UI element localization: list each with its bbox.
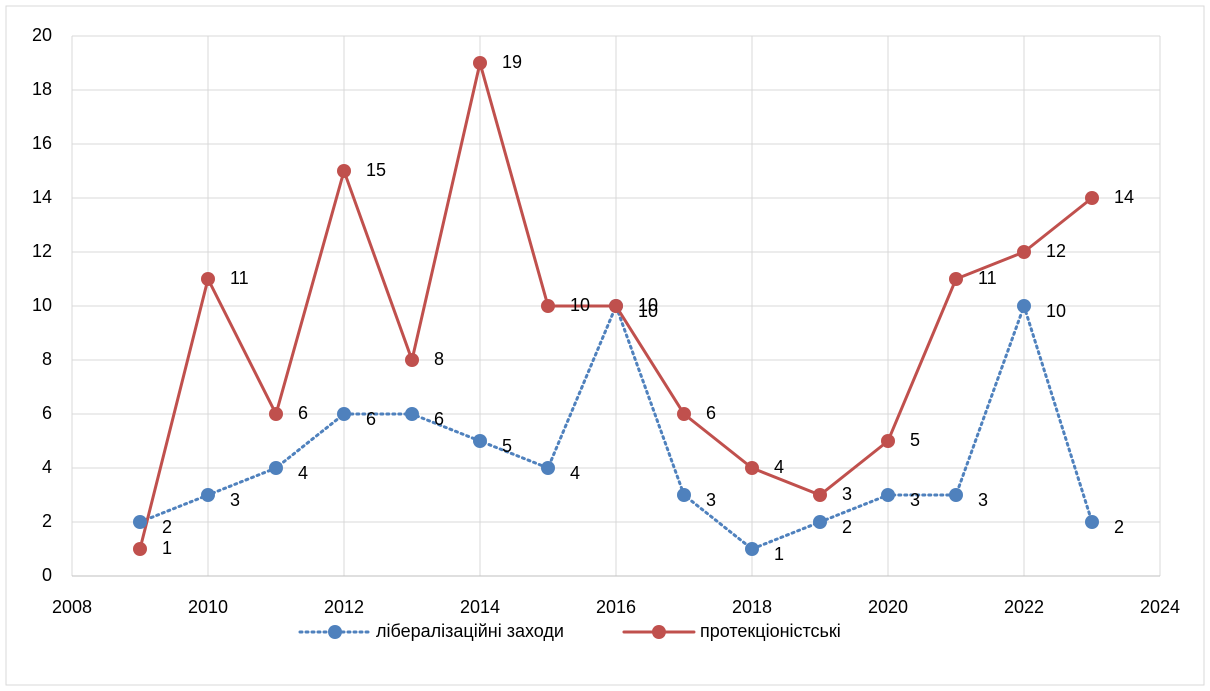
y-tick-label: 16 (32, 133, 52, 153)
data-label: 14 (1114, 187, 1134, 207)
y-tick-label: 8 (42, 349, 52, 369)
data-point (609, 299, 623, 313)
chart-border (5, 5, 1205, 686)
data-point (813, 488, 827, 502)
data-point (881, 488, 895, 502)
legend-marker (651, 625, 666, 639)
data-label: 6 (434, 409, 444, 429)
data-point (1085, 515, 1099, 529)
legend-item: протекціоністські (622, 621, 841, 641)
data-label: 4 (774, 457, 784, 477)
data-point (745, 461, 759, 475)
data-point (1085, 191, 1099, 205)
data-point (337, 407, 351, 421)
data-point (1017, 245, 1031, 259)
data-label: 6 (366, 409, 376, 429)
data-label: 10 (638, 295, 658, 315)
data-label: 15 (366, 160, 386, 180)
y-tick-label: 2 (42, 511, 52, 531)
data-label: 10 (638, 301, 658, 321)
legend-label: протекціоністські (700, 621, 841, 641)
x-tick-label: 2022 (1004, 597, 1044, 617)
data-point (949, 272, 963, 286)
data-point (473, 434, 487, 448)
data-point (745, 542, 759, 556)
data-label: 5 (910, 430, 920, 450)
data-label: 12 (1046, 241, 1066, 261)
data-label: 11 (230, 268, 249, 288)
data-point (269, 407, 283, 421)
y-tick-label: 20 (32, 25, 52, 45)
data-point (405, 353, 419, 367)
data-label: 5 (502, 436, 512, 456)
y-tick-label: 0 (42, 565, 52, 585)
data-label: 6 (298, 403, 308, 423)
data-point (133, 515, 147, 529)
data-label: 11 (978, 268, 997, 288)
data-point (813, 515, 827, 529)
x-tick-label: 2012 (324, 597, 364, 617)
data-label: 1 (162, 538, 172, 558)
data-label: 19 (502, 52, 522, 72)
x-tick-label: 2018 (732, 597, 772, 617)
x-tick-label: 2008 (52, 597, 92, 617)
data-label: 2 (842, 517, 852, 537)
data-point (1017, 299, 1031, 313)
y-tick-label: 10 (32, 295, 52, 315)
y-tick-label: 6 (42, 403, 52, 423)
legend-item: лібералізаційні заходи (298, 621, 564, 641)
data-point (133, 542, 147, 556)
data-label: 2 (1114, 517, 1124, 537)
y-tick-label: 14 (32, 187, 52, 207)
data-point (473, 56, 487, 70)
data-label: 10 (570, 295, 590, 315)
data-point (201, 272, 215, 286)
data-point (541, 299, 555, 313)
x-tick-label: 2010 (188, 597, 228, 617)
data-point (337, 164, 351, 178)
data-label: 3 (706, 490, 716, 510)
data-point (269, 461, 283, 475)
legend-marker (328, 625, 342, 639)
data-point (201, 488, 215, 502)
data-point (677, 407, 691, 421)
x-tick-label: 2014 (460, 597, 500, 617)
x-tick-label: 2020 (868, 597, 908, 617)
data-point (405, 407, 419, 421)
data-label: 3 (978, 490, 988, 510)
data-point (677, 488, 691, 502)
data-label: 10 (1046, 301, 1066, 321)
data-point (881, 434, 895, 448)
data-label: 3 (230, 490, 240, 510)
data-label: 4 (298, 463, 308, 483)
data-point (541, 461, 555, 475)
data-label: 1 (774, 544, 784, 564)
data-label: 4 (570, 463, 580, 483)
data-label: 6 (706, 403, 716, 423)
data-point (949, 488, 963, 502)
data-label: 3 (842, 484, 852, 504)
data-label: 8 (434, 349, 444, 369)
data-label: 2 (162, 517, 172, 537)
y-tick-label: 12 (32, 241, 52, 261)
x-tick-label: 2016 (596, 597, 636, 617)
x-tick-label: 2024 (1140, 597, 1180, 617)
data-label: 3 (910, 490, 920, 510)
legend-label: лібералізаційні заходи (376, 621, 564, 641)
y-tick-label: 18 (32, 79, 52, 99)
y-tick-label: 4 (42, 457, 52, 477)
